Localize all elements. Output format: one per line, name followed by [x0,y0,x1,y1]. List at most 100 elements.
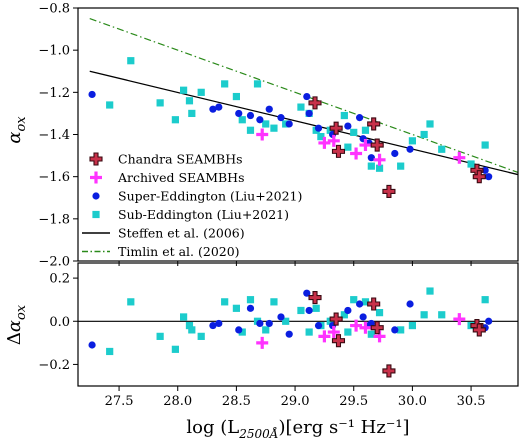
chandra-seambh-point [367,117,381,131]
super-eddington-point [215,319,223,328]
sub-eddington-point [481,141,489,149]
sub-eddington-point [262,120,270,128]
sub-eddington-point [297,306,305,315]
legend-marker [92,192,100,200]
super-eddington-point [485,173,493,181]
super-eddington-point [305,109,313,118]
archived-seambh-point [373,330,386,343]
x-tick-label: 28.5 [222,394,251,409]
sub-eddington-point [375,164,384,172]
archived-seambh-point [318,136,331,149]
chandra-seambh-point [382,184,396,198]
sub-eddington-point [171,345,179,353]
super-eddington-point [359,313,367,321]
super-eddington-point [314,124,323,132]
super-eddington-point [256,319,264,328]
sub-eddington-point [156,332,164,340]
super-eddington-point [88,90,96,99]
sub-eddington-point [481,296,489,304]
sub-eddington-point [340,311,348,319]
sub-eddington-point [397,326,405,334]
sub-eddington-point [361,298,370,306]
top-y-tick-label: −1.6 [38,170,70,185]
bottom-panel: −0.20.00.2 27.5 28.0 28.5 29.0 29.5 30.0 30.5 … [4,262,519,441]
sub-eddington-point [312,304,320,312]
sub-eddington-point [238,328,246,336]
top-y-tick-label: −1.0 [38,44,70,59]
sub-eddington-point [438,311,446,319]
archived-seambh-point [453,313,466,326]
super-eddington-point [209,105,217,113]
sub-eddington-point [185,97,194,105]
super-eddington-point [265,105,273,113]
sub-eddington-point [188,109,196,118]
archived-seambh-point [350,147,363,160]
x-axis-label: log (L2500Å)[erg s⁻¹ Hz⁻¹] [186,417,409,441]
super-eddington-point [246,111,255,120]
top-y-tick-label: −0.8 [38,2,70,17]
archived-seambh-point [318,330,331,343]
sub-eddington-point [305,328,313,336]
super-eddington-point [344,306,352,315]
chandra-seambh-point [329,121,343,135]
super-eddington-point [406,300,414,308]
sub-eddington-point [344,328,352,336]
super-eddington-point [356,300,364,308]
sub-eddington-point [350,128,358,136]
x-tick-label: 27.5 [105,394,134,409]
chandra-seambh-point [370,138,384,152]
chandra-seambh-point [308,290,322,305]
super-eddington-point [246,304,255,312]
sub-eddington-point [467,160,475,168]
sub-eddington-point [232,304,240,312]
chandra-seambh-point [472,170,486,184]
super-eddington-point [256,116,264,124]
sub-eddington-point [180,313,188,321]
super-eddington-point [391,326,399,334]
top-y-tick-label: −2.0 [38,255,70,270]
top-axes-frame [77,7,519,262]
sub-eddington-point [367,162,375,170]
top-y-tick-label: −1.2 [38,86,70,101]
sub-eddington-point [438,145,446,153]
super-eddington-point [277,114,285,122]
super-eddington-point [303,92,311,101]
sub-eddington-point [238,116,246,124]
x-tick-label: 30.5 [457,394,486,409]
sub-eddington-point [197,332,205,340]
sub-eddington-point [317,133,325,141]
sub-eddington-point [127,298,135,306]
sub-eddington-point [106,101,114,109]
super-eddington-point [235,326,243,334]
archived-seambh-point [327,326,340,339]
sub-eddington-point [180,86,188,94]
sub-eddington-point [408,137,416,145]
top-panel: −2.0 −1.8 −1.6 −1.4 −1.2 −1.0 −0.8 αox Chandra… [4,2,519,270]
sub-eddington-point [367,330,375,338]
super-eddington-point [235,109,243,118]
sub-eddington-point [408,321,416,330]
super-eddington-point [88,341,96,349]
super-eddington-point [314,321,323,330]
legend-label: Timlin et al. (2020) [118,244,240,259]
super-eddington-point [344,122,352,130]
legend: Chandra SEAMBHs Archived SEAMBHs Super-Edd… [82,152,302,259]
x-tick-label: 29.5 [339,394,368,409]
legend-marker [89,152,103,166]
sub-eddington-point [426,287,434,295]
legend-marker [90,171,102,184]
steffen-relation-line [89,70,518,176]
super-eddington-point [215,103,223,111]
sub-eddington-point [171,116,179,124]
sub-eddington-point [297,103,305,111]
archived-seambh-point [256,336,269,349]
chandra-seambh-point [329,312,343,326]
legend-label: Chandra SEAMBHs [118,152,243,167]
chandra-seambh-point [331,334,346,348]
sub-eddington-point [270,124,278,132]
x-tick-label: 30.0 [398,394,427,409]
sub-eddington-point [185,321,194,330]
archived-seambh-point [256,128,269,141]
legend-label: Super-Eddington (Liu+2021) [118,189,302,204]
bottom-y-tick-label: 0.0 [49,315,70,330]
